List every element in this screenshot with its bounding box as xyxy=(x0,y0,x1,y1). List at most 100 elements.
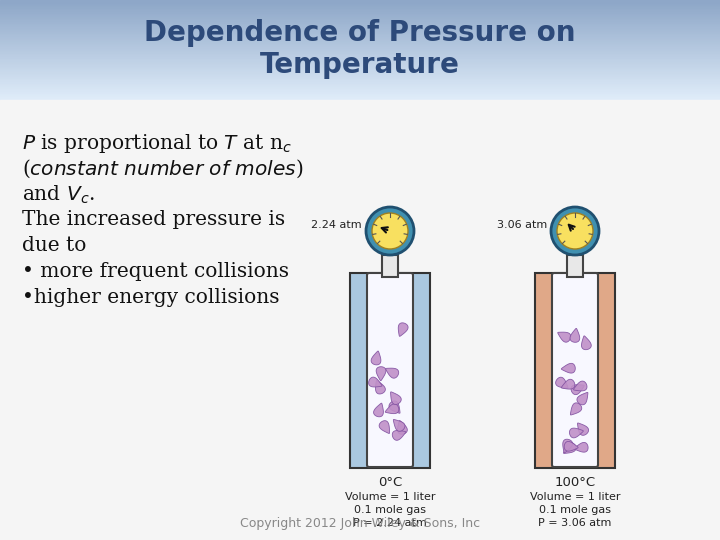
Polygon shape xyxy=(390,392,401,404)
Polygon shape xyxy=(374,403,383,417)
Bar xyxy=(0,73,720,75)
Bar xyxy=(0,24,720,26)
Bar xyxy=(0,1,720,3)
Bar xyxy=(0,88,720,90)
Bar xyxy=(0,19,720,22)
Bar xyxy=(350,273,430,468)
Text: P = 3.06 atm: P = 3.06 atm xyxy=(539,518,612,528)
Text: Copyright 2012 John Wiley & Sons, Inc: Copyright 2012 John Wiley & Sons, Inc xyxy=(240,517,480,530)
Bar xyxy=(0,75,720,77)
Bar xyxy=(0,43,720,45)
Bar xyxy=(0,64,720,66)
Text: Volume = 1 liter: Volume = 1 liter xyxy=(345,492,436,502)
Polygon shape xyxy=(564,443,576,454)
Polygon shape xyxy=(563,439,572,453)
Bar xyxy=(0,6,720,8)
Bar xyxy=(0,36,720,38)
Bar xyxy=(0,26,720,28)
Bar xyxy=(0,35,720,37)
Bar xyxy=(0,44,720,46)
Circle shape xyxy=(366,207,414,255)
Bar xyxy=(0,58,720,60)
Bar xyxy=(0,21,720,23)
Polygon shape xyxy=(574,381,587,391)
FancyBboxPatch shape xyxy=(367,273,413,467)
Circle shape xyxy=(551,207,599,255)
Bar xyxy=(0,81,720,83)
Polygon shape xyxy=(570,403,582,415)
Polygon shape xyxy=(577,393,588,405)
Bar xyxy=(0,79,720,82)
Polygon shape xyxy=(556,377,568,388)
Bar xyxy=(0,55,720,57)
Polygon shape xyxy=(562,363,575,373)
Polygon shape xyxy=(386,368,399,378)
Text: and $\it{V}$$_c$.: and $\it{V}$$_c$. xyxy=(22,184,95,206)
Polygon shape xyxy=(577,423,588,435)
Bar xyxy=(0,39,720,42)
Bar xyxy=(0,16,720,18)
Bar xyxy=(0,59,720,62)
Bar xyxy=(0,15,720,17)
Bar xyxy=(0,3,720,5)
Polygon shape xyxy=(564,441,578,451)
Bar xyxy=(0,13,720,15)
Bar xyxy=(0,71,720,73)
Text: 0°C: 0°C xyxy=(378,476,402,489)
Bar xyxy=(0,18,720,20)
Bar xyxy=(0,50,720,52)
Polygon shape xyxy=(369,377,382,387)
Bar xyxy=(0,4,720,6)
Bar xyxy=(0,38,720,40)
Polygon shape xyxy=(389,401,400,413)
Bar xyxy=(0,8,720,10)
Bar xyxy=(535,273,615,468)
Bar xyxy=(0,33,720,35)
Text: 3.06 atm: 3.06 atm xyxy=(497,220,547,230)
Bar xyxy=(0,70,720,72)
Text: Dependence of Pressure on: Dependence of Pressure on xyxy=(144,19,576,47)
Text: •higher energy collisions: •higher energy collisions xyxy=(22,288,279,307)
Polygon shape xyxy=(393,420,405,431)
Bar xyxy=(0,66,720,69)
Bar xyxy=(0,53,720,55)
FancyBboxPatch shape xyxy=(552,273,598,467)
Text: $\it{P}$ is proportional to $\it{T}$ at n$_c$: $\it{P}$ is proportional to $\it{T}$ at … xyxy=(22,132,292,155)
Bar xyxy=(0,98,720,100)
Bar xyxy=(0,46,720,49)
Bar xyxy=(0,68,720,70)
Bar xyxy=(0,84,720,86)
Bar xyxy=(0,31,720,33)
Bar xyxy=(0,51,720,53)
Bar xyxy=(0,96,720,98)
Text: P = 2.24 atm: P = 2.24 atm xyxy=(353,518,427,528)
Polygon shape xyxy=(379,421,390,434)
Bar xyxy=(0,10,720,12)
Bar xyxy=(0,48,720,50)
Polygon shape xyxy=(398,323,408,336)
Bar xyxy=(0,90,720,92)
Text: 2.24 atm: 2.24 atm xyxy=(311,220,362,230)
Bar xyxy=(0,56,720,58)
Text: Temperature: Temperature xyxy=(260,51,460,79)
Bar xyxy=(0,63,720,65)
Circle shape xyxy=(557,213,593,249)
Bar xyxy=(0,94,720,97)
Bar xyxy=(0,30,720,32)
Text: 100°C: 100°C xyxy=(554,476,595,489)
Bar xyxy=(0,0,720,2)
Bar xyxy=(0,28,720,30)
Polygon shape xyxy=(562,379,575,389)
Circle shape xyxy=(372,213,408,249)
Bar xyxy=(0,100,720,540)
Text: ($\it{constant\ number\ of\ moles}$): ($\it{constant\ number\ of\ moles}$) xyxy=(22,158,304,180)
Bar xyxy=(0,23,720,25)
Bar xyxy=(567,255,583,277)
Polygon shape xyxy=(385,404,399,414)
Text: 0.1 mole gas: 0.1 mole gas xyxy=(539,505,611,515)
Bar xyxy=(382,255,398,277)
Polygon shape xyxy=(571,384,585,395)
Polygon shape xyxy=(376,367,386,381)
Bar xyxy=(0,93,720,95)
Polygon shape xyxy=(371,351,381,365)
